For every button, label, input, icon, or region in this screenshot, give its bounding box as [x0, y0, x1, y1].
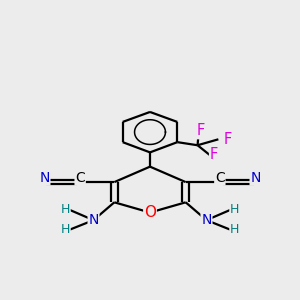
Text: H: H	[61, 203, 70, 216]
Text: H: H	[230, 223, 239, 236]
Text: H: H	[230, 203, 239, 216]
Text: F: F	[223, 132, 231, 147]
Text: F: F	[210, 147, 218, 162]
Text: N: N	[39, 171, 50, 185]
Text: F: F	[196, 124, 205, 139]
Text: C: C	[215, 171, 225, 185]
Text: C: C	[75, 171, 85, 185]
Text: N: N	[88, 213, 99, 227]
Text: O: O	[144, 205, 156, 220]
Text: N: N	[250, 171, 261, 185]
Text: H: H	[61, 223, 70, 236]
Text: N: N	[201, 213, 212, 227]
